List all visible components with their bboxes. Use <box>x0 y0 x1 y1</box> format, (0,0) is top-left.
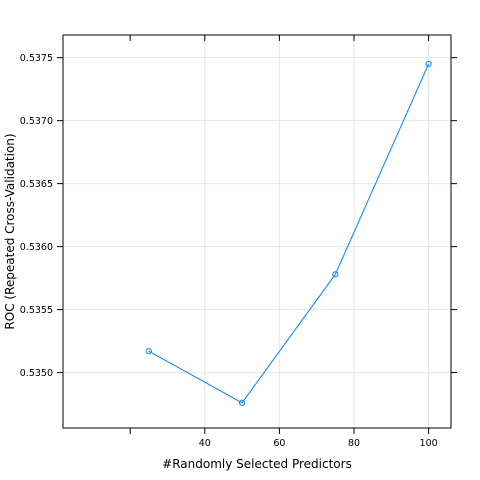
y-tick-label: 0.5360 <box>20 242 53 253</box>
data-point <box>145 348 152 355</box>
series-line <box>148 63 430 404</box>
data-point <box>238 399 246 406</box>
x-tick-label: 40 <box>199 438 211 449</box>
y-axis-title: ROC (Repeated Cross-Validation) <box>3 133 17 329</box>
x-tick-label: 60 <box>273 438 285 449</box>
y-tick-label: 0.5375 <box>20 53 53 64</box>
y-tick-label: 0.5370 <box>20 116 53 127</box>
x-tick-label: 80 <box>348 438 360 449</box>
y-tick-label: 0.5350 <box>20 368 53 379</box>
y-tick-label: 0.5355 <box>20 305 53 316</box>
ticks-layer: 40 60 80 100 0.5350 0.5355 0.5360 0.5365 0.5370 0… <box>20 35 457 449</box>
x-axis-title: #Randomly Selected Predictors <box>162 457 352 471</box>
data-point <box>425 60 432 68</box>
grid-layer <box>63 35 451 428</box>
data-point <box>332 271 339 278</box>
plot-frame <box>62 34 452 429</box>
x-tick-label: 100 <box>420 438 438 449</box>
y-tick-label: 0.5365 <box>20 179 53 190</box>
series-layer <box>145 60 432 406</box>
